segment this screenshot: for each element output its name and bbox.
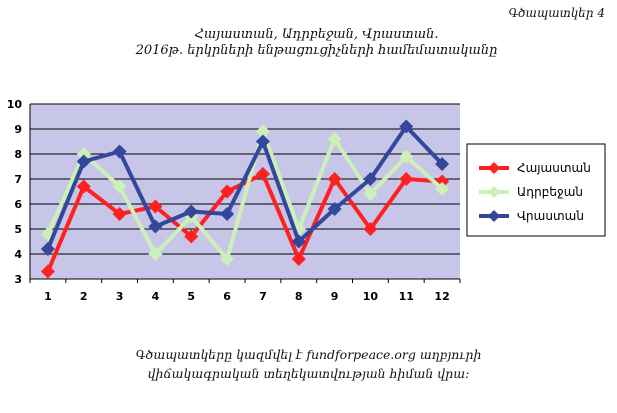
- x-tick-label: 8: [295, 290, 303, 303]
- x-tick-label: 10: [363, 290, 379, 303]
- data-point: [399, 119, 414, 134]
- source-caption-line-2: վիճակագրական տեղեկատվության հիման վրա:: [147, 366, 470, 381]
- x-tick-label: 7: [259, 290, 267, 303]
- data-point: [148, 247, 163, 261]
- data-point: [112, 179, 127, 194]
- y-tick-label: 10: [7, 98, 23, 111]
- data-point: [184, 229, 199, 244]
- data-point: [76, 154, 91, 169]
- series-group: [40, 119, 450, 279]
- y-tick-label: 7: [14, 173, 22, 186]
- chart-title-line-1: Հայաստան, Ադրբեջան, Վրաստան.: [194, 27, 439, 42]
- data-point: [291, 234, 306, 249]
- x-tick-label: 3: [116, 290, 124, 303]
- data-point: [399, 172, 414, 186]
- x-tick-label: 2: [80, 290, 88, 303]
- series-line: [46, 129, 444, 261]
- data-point: [112, 207, 127, 221]
- figure-label: Գծապատկեր 4: [508, 6, 605, 20]
- legend-marker: [488, 162, 500, 174]
- y-tick-label: 3: [14, 273, 22, 286]
- data-point: [220, 207, 235, 221]
- y-tick-label: 4: [14, 248, 22, 261]
- data-point: [184, 204, 199, 219]
- series-line: [46, 172, 443, 273]
- data-point: [399, 149, 414, 164]
- legend: Հայաստան Ադրբեջան Վրաստան: [466, 143, 606, 237]
- legend-marker: [488, 186, 500, 198]
- data-point: [148, 199, 163, 214]
- legend-label: Հայաստան: [517, 161, 591, 175]
- data-point: [291, 252, 306, 266]
- legend-label: Ադրբեջան: [517, 185, 583, 199]
- x-tick-label: 1: [44, 290, 52, 303]
- data-point: [76, 179, 91, 194]
- legend-marker: [488, 210, 500, 222]
- x-tick-label: 6: [223, 290, 231, 303]
- data-point: [327, 132, 342, 146]
- x-tick-label: 12: [434, 290, 449, 303]
- data-point: [255, 134, 270, 149]
- y-tick-label: 5: [14, 223, 22, 236]
- data-point: [363, 222, 378, 236]
- y-tick-label: 9: [14, 123, 22, 136]
- y-tick-label: 6: [14, 198, 22, 211]
- data-point: [40, 264, 55, 279]
- source-caption-line-1: Գծապատկերը կազմվել է fundforpeace.org աղ…: [135, 347, 482, 362]
- data-point: [255, 124, 270, 139]
- legend-label: Վրաստան: [517, 209, 584, 223]
- series-line: [46, 124, 444, 250]
- data-point: [255, 167, 270, 181]
- data-point: [327, 202, 342, 216]
- data-point: [363, 172, 378, 186]
- data-point: [363, 187, 378, 201]
- data-point: [40, 242, 55, 256]
- data-point: [435, 157, 450, 171]
- x-tick-label: 11: [399, 290, 414, 303]
- data-point: [76, 147, 91, 161]
- data-point: [112, 144, 127, 159]
- y-tick-label: 8: [14, 148, 22, 161]
- chart-title-line-2: 2016թ. երկրների ենթացուցիչների համեմատակ…: [135, 43, 498, 58]
- data-point: [435, 182, 450, 196]
- x-tick-label: 4: [152, 290, 160, 303]
- data-point: [220, 184, 235, 199]
- data-point: [148, 219, 163, 234]
- x-tick-label: 5: [187, 290, 195, 303]
- data-point: [327, 172, 342, 186]
- x-tick-label: 9: [331, 290, 339, 303]
- data-point: [220, 252, 235, 266]
